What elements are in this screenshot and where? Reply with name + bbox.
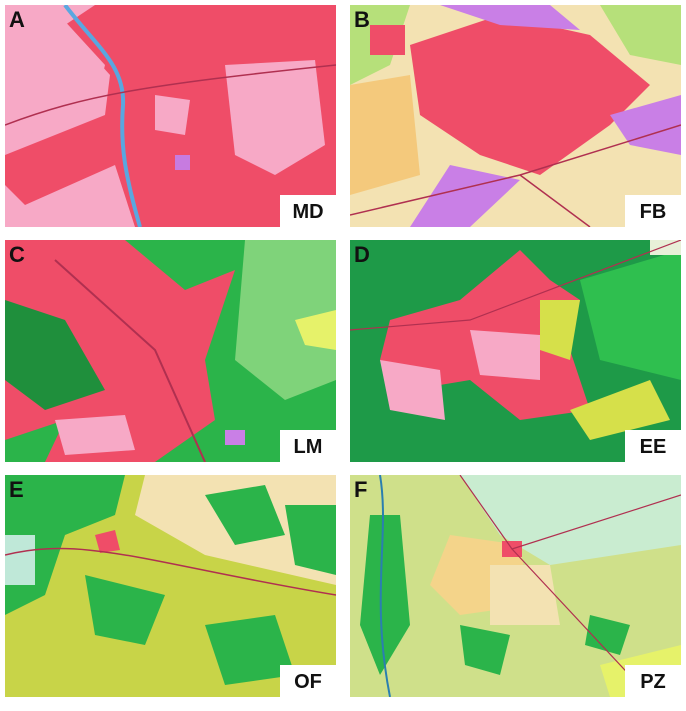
panel-letter: F (354, 477, 367, 502)
land-use-area (55, 415, 135, 455)
land-use-area (5, 535, 35, 585)
land-use-area (540, 300, 580, 360)
land-use-area (145, 25, 155, 35)
panel-letter: A (9, 7, 25, 32)
land-use-area (580, 250, 681, 380)
land-use-area (95, 530, 120, 553)
panel-letter: C (9, 242, 25, 267)
land-use-area (295, 310, 336, 350)
code-box (280, 430, 336, 462)
land-use-area (175, 155, 190, 170)
code-box (625, 430, 681, 462)
land-use-area (470, 330, 540, 380)
map-panel (5, 240, 336, 462)
panel-code: MD (292, 201, 323, 223)
land-use-area (650, 240, 681, 255)
panel-letter: E (9, 477, 24, 502)
land-use-area (370, 25, 405, 55)
map-panel (5, 475, 336, 697)
map-line (5, 64, 336, 126)
map-panel (5, 5, 336, 227)
panel-letter: B (354, 7, 370, 32)
land-use-area (360, 515, 410, 675)
map-line (54, 259, 206, 462)
land-use-area (350, 75, 420, 195)
land-use-area (235, 240, 336, 400)
land-use-area (570, 380, 670, 440)
code-box (625, 195, 681, 227)
panel-code: OF (294, 671, 322, 693)
land-use-area (5, 240, 245, 462)
land-use-area (205, 615, 295, 685)
land-use-area (285, 505, 336, 575)
map-line (350, 240, 681, 331)
map-line (5, 547, 336, 596)
map-line (63, 5, 142, 227)
land-use-area (155, 95, 190, 135)
map-line (379, 475, 391, 697)
panel-letter: D (354, 242, 370, 267)
land-use-area (610, 95, 681, 155)
panel-code: LM (294, 436, 323, 458)
land-use-area (585, 615, 630, 655)
panel-code: FB (640, 201, 667, 223)
map-panel (350, 240, 681, 462)
land-use-area (440, 5, 580, 30)
panel-code: EE (640, 436, 667, 458)
land-use-area (5, 5, 105, 145)
land-use-area (85, 575, 165, 645)
panel-code: PZ (640, 671, 666, 693)
land-use-area (600, 5, 681, 65)
land-use-area (5, 300, 105, 410)
code-box (625, 665, 681, 697)
land-use-area (460, 625, 510, 675)
land-use-area (225, 60, 325, 175)
map-panel (350, 475, 681, 697)
map-line (519, 174, 591, 227)
land-use-area (380, 360, 445, 420)
land-use-area (225, 430, 245, 445)
code-box (280, 195, 336, 227)
land-use-area (410, 165, 520, 227)
land-use-area (410, 15, 650, 175)
code-box (280, 665, 336, 697)
land-use-area (490, 565, 560, 625)
land-use-area (205, 485, 285, 545)
map-panel (350, 5, 681, 227)
